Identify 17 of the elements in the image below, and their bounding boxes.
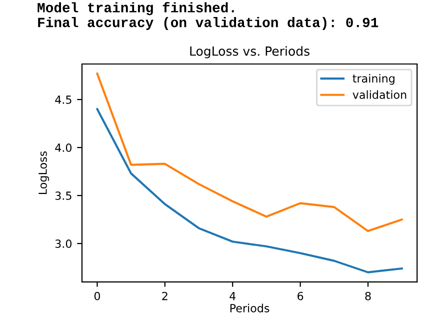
text: Final accuracy (on validation data): 0.91 xyxy=(38,17,378,30)
legend-label: validation xyxy=(352,90,406,99)
text: Model training finished. xyxy=(38,2,234,16)
x-tick-label: 0 xyxy=(94,292,100,300)
x-tick-label: 2 xyxy=(162,292,168,300)
y-tick-label: 3.5 xyxy=(55,191,72,200)
x-axis-title: Periods xyxy=(230,304,270,312)
line-series xyxy=(96,108,403,274)
x-tick-label: 8 xyxy=(365,292,371,300)
legend-label: training xyxy=(352,74,394,85)
chart-title: LogLoss vs. Periods xyxy=(190,46,310,58)
y-tick-label: 3.0 xyxy=(55,239,72,248)
y-tick-label: 4.5 xyxy=(55,96,72,104)
y-axis-title: LogLoss xyxy=(38,151,50,194)
x-tick-label: 4 xyxy=(230,292,236,300)
y-tick-label: 4.0 xyxy=(55,143,72,152)
x-tick-label: 6 xyxy=(298,292,304,300)
